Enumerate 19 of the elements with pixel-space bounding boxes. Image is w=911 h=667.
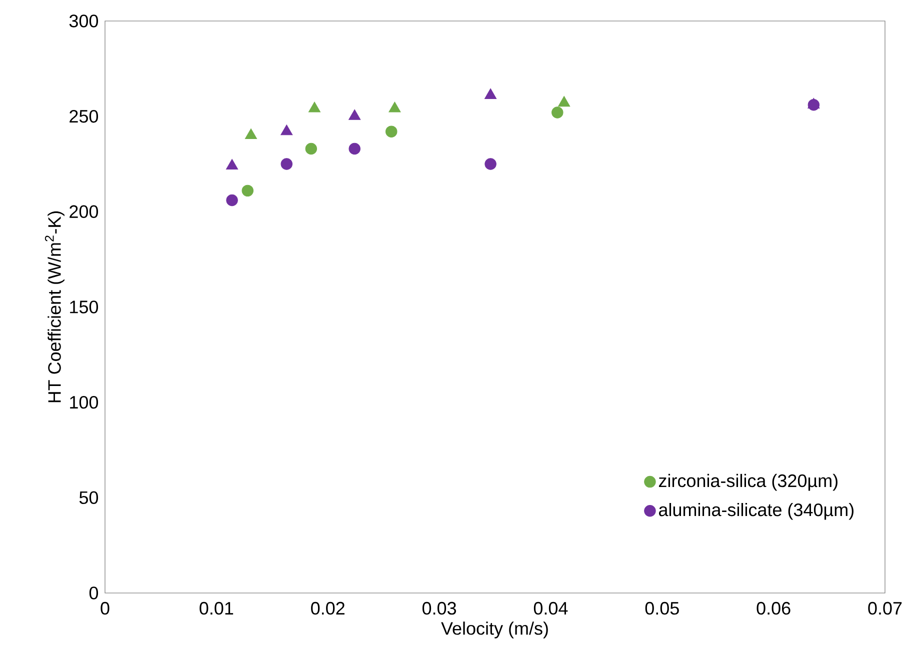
y-tick-label: 200 (70, 205, 98, 218)
x-tick-label: 0.07 (868, 602, 902, 615)
y-tick-label: 250 (70, 110, 98, 123)
x-tick-label: 0.02 (311, 602, 344, 615)
legend-label: zirconia-silica (320µm) (658, 474, 838, 491)
legend-label: alumina-silicate (340µm) (659, 503, 854, 520)
y-tick-label: 150 (70, 300, 98, 314)
x-tick-label: 0 (100, 602, 110, 615)
y-tick-label: 0 (89, 586, 98, 600)
x-axis-title: Velocity (m/s) (441, 622, 548, 638)
x-tick-label: 0.06 (756, 602, 790, 615)
y-tick-label: 100 (70, 396, 98, 409)
x-tick-label: 0.03 (422, 602, 456, 615)
y-tick-label: 50 (79, 491, 98, 504)
x-tick-label: 0.01 (200, 602, 234, 615)
y-tick-label: 300 (69, 14, 98, 28)
y-axis-title: HT Coefficient (W/m$^{2}$-K) (44, 211, 64, 402)
x-tick-label: 0.04 (534, 602, 568, 615)
x-tick-label: 0.05 (645, 602, 679, 615)
